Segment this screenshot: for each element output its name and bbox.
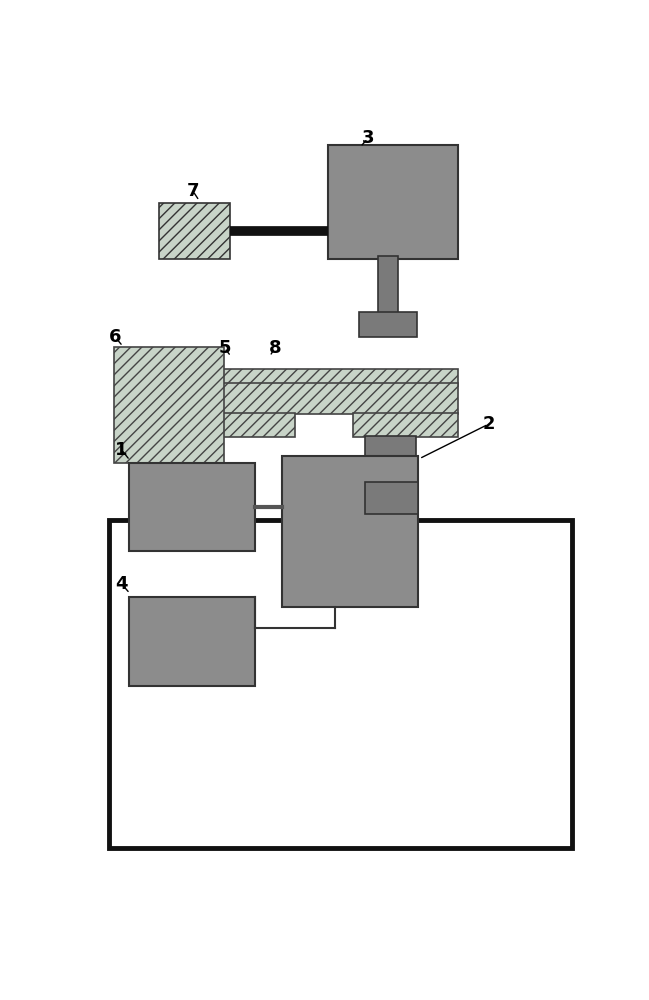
Text: 4: 4 (115, 575, 128, 593)
Text: 3: 3 (361, 129, 374, 147)
Bar (129, 597, 254, 686)
Bar (365, 436, 415, 482)
Bar (382, 480, 399, 514)
Bar (360, 312, 417, 337)
Bar (282, 456, 418, 607)
Text: 7: 7 (186, 182, 199, 200)
Bar (159, 203, 230, 259)
Bar (217, 383, 458, 414)
Bar (353, 413, 458, 437)
Bar (365, 482, 418, 514)
Bar (114, 347, 225, 463)
Text: 6: 6 (109, 328, 121, 346)
Bar (217, 369, 458, 386)
Text: 2: 2 (482, 415, 495, 433)
Text: 8: 8 (269, 339, 281, 357)
Bar (217, 413, 295, 437)
Bar (109, 520, 572, 848)
Text: 1: 1 (115, 441, 128, 459)
Bar (328, 145, 458, 259)
Text: 5: 5 (218, 339, 231, 357)
Bar (129, 463, 254, 551)
Bar (378, 256, 398, 314)
